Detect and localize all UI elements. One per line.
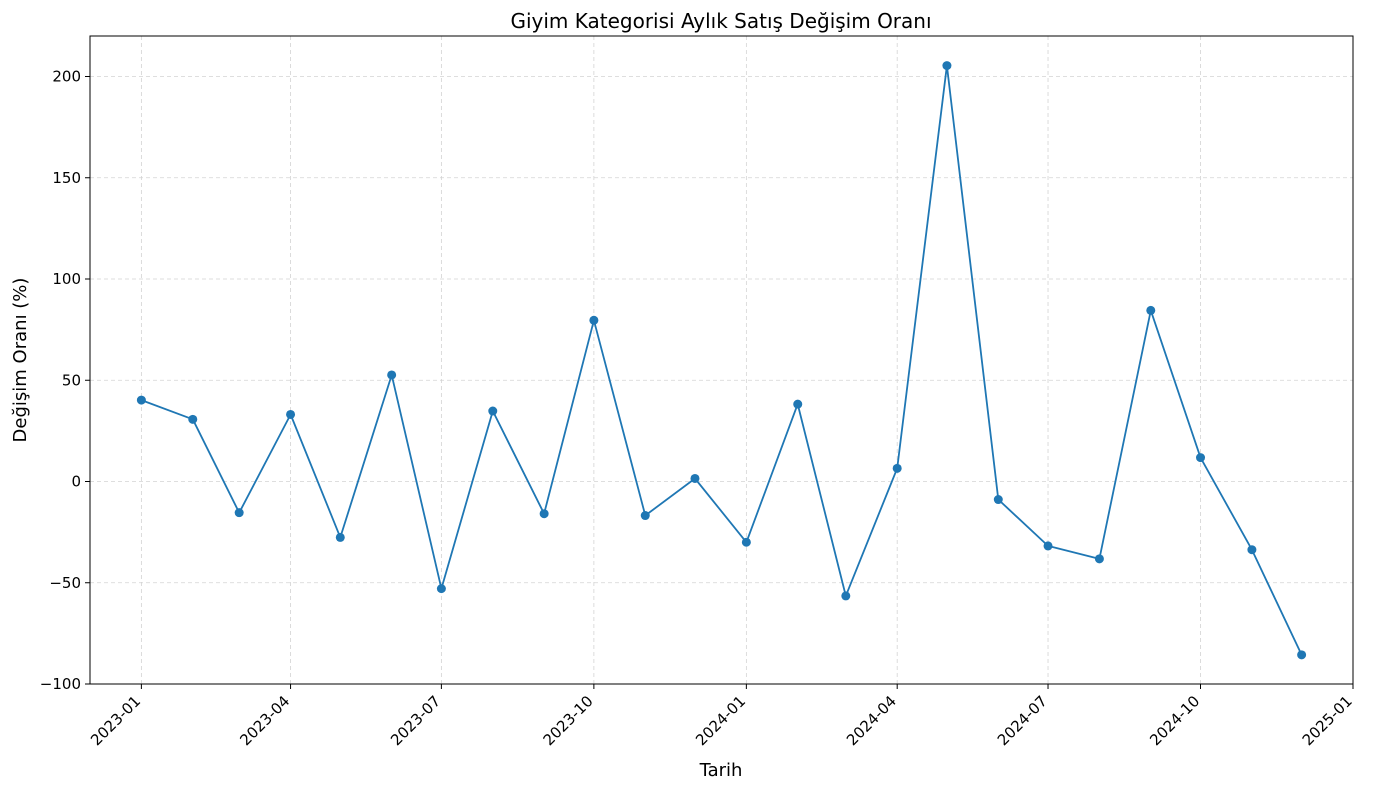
x-tick-label: 2024-10 — [1146, 692, 1203, 749]
x-tick-label: 2025-01 — [1299, 692, 1356, 749]
plot-area-frame — [89, 35, 1354, 685]
data-point — [1146, 305, 1156, 315]
x-axis-label: Tarih — [699, 760, 743, 781]
data-point — [136, 395, 146, 405]
y-tick-label: 150 — [52, 169, 81, 187]
data-point — [741, 537, 751, 547]
chart-title: Giyim Kategorisi Aylık Satış Değişim Ora… — [510, 9, 931, 33]
data-point — [793, 399, 803, 409]
data-point — [188, 414, 198, 424]
x-tick-label: 2024-07 — [994, 692, 1051, 749]
data-point — [1297, 650, 1307, 660]
y-axis-label: Değişim Oranı (%) — [10, 278, 31, 443]
y-tick-label: −100 — [40, 675, 81, 693]
series-line — [141, 64, 1303, 656]
data-point — [942, 61, 952, 71]
data-point — [993, 495, 1003, 505]
x-tick-label: 2024-01 — [692, 692, 749, 749]
x-tick-label: 2023-10 — [540, 692, 597, 749]
data-point — [1094, 554, 1104, 564]
y-tick-label: 0 — [71, 473, 81, 491]
x-tick-label: 2023-01 — [87, 692, 144, 749]
y-tick-label: −50 — [49, 574, 81, 592]
y-tick-label: 200 — [52, 68, 81, 86]
y-tick-label: 100 — [52, 270, 81, 288]
data-point — [1043, 541, 1053, 551]
data-point — [488, 406, 498, 416]
data-point — [436, 584, 446, 594]
grid-lines — [90, 36, 1354, 685]
x-tick-label: 2024-04 — [843, 692, 900, 749]
data-point — [589, 315, 599, 325]
data-point — [286, 409, 296, 419]
x-tick-label: 2023-04 — [236, 692, 293, 749]
data-point — [539, 509, 549, 519]
data-point — [640, 511, 650, 521]
data-point — [1247, 545, 1257, 555]
y-axis-ticks: −100 −50 0 50 100 150 200 — [40, 68, 90, 693]
data-point — [335, 532, 345, 542]
x-tick-label: 2023-07 — [387, 692, 444, 749]
series-line-group — [136, 61, 1307, 660]
data-point — [234, 508, 244, 518]
data-point — [690, 473, 700, 483]
data-point — [892, 463, 902, 473]
data-point — [387, 370, 397, 380]
data-point — [841, 591, 851, 601]
x-axis-ticks: 2023-01 2023-04 2023-07 2023-10 2024-01 2024-… — [87, 684, 1356, 749]
data-point — [1196, 453, 1206, 463]
y-tick-label: 50 — [62, 371, 81, 389]
